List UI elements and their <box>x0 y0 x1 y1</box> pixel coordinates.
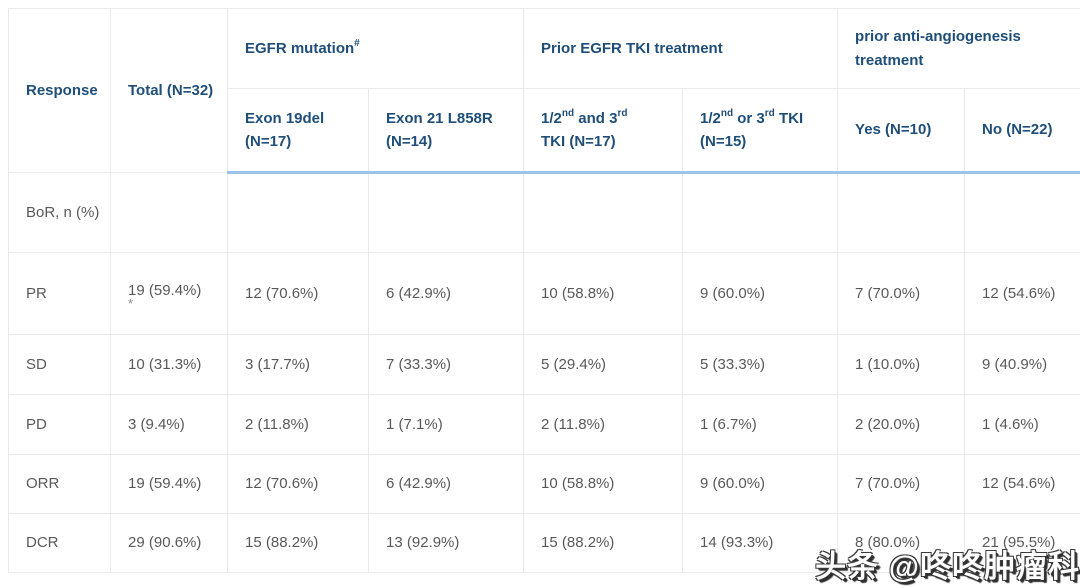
response-table: Response Total (N=32) EGFR mutation# Pri… <box>8 8 1080 573</box>
table-cell: 12 (70.6%) <box>227 252 369 335</box>
group-header-prior-tki: Prior EGFR TKI treatment <box>523 8 839 89</box>
column-header-response: Response <box>8 8 111 173</box>
row-label-pd: PD <box>8 394 111 455</box>
table-cell: 12 (70.6%) <box>227 454 369 514</box>
table-cell: 10 (58.8%) <box>523 252 684 335</box>
column-header-total: Total (N=32) <box>110 8 228 173</box>
table-cell: 2 (11.8%) <box>227 394 369 455</box>
pr-total-value: 19 (59.4%) <box>128 281 202 299</box>
table-cell: 5 (29.4%) <box>523 334 684 395</box>
table-cell: 2 (20.0%) <box>837 394 966 455</box>
column-header-yes: Yes (N=10) <box>837 88 966 174</box>
column-header-tki-and: 1/2nd and 3rd TKI (N=17) <box>523 88 684 174</box>
table-cell <box>964 172 1080 253</box>
table-row-pd: PD 3 (9.4%) 2 (11.8%) 1 (7.1%) 2 (11.8%)… <box>8 394 1080 455</box>
table-cell: 3 (17.7%) <box>227 334 369 395</box>
table-cell: 9 (60.0%) <box>682 454 839 514</box>
exon19-line1: Exon 19del <box>245 109 325 127</box>
table-row-sd: SD 10 (31.3%) 3 (17.7%) 7 (33.3%) 5 (29.… <box>8 334 1080 395</box>
table-cell: 6 (42.9%) <box>367 454 525 514</box>
table-cell <box>110 172 228 253</box>
group-header-egfr-label: EGFR mutation <box>245 39 355 57</box>
table-cell: 1 (7.1%) <box>367 394 525 455</box>
tki-or-sup-rd: rd <box>764 107 775 119</box>
header-group-row: Response Total (N=32) EGFR mutation# Pri… <box>8 8 1080 173</box>
table-cell: 1 (6.7%) <box>682 394 839 455</box>
table-row-bor: BoR, n (%) <box>8 172 1080 253</box>
table-row-pr: PR 19 (59.4%) * 12 (70.6%) 6 (42.9%) 10 (… <box>8 252 1080 335</box>
tki-and-line2: TKI (N=17) <box>541 133 616 150</box>
tki-or-sup-nd: nd <box>720 107 734 119</box>
tki-or-p2: or 3 <box>733 109 765 127</box>
table-cell <box>682 172 839 253</box>
table-cell: 6 (42.9%) <box>367 252 525 335</box>
tki-or-p1: 1/2 <box>700 109 721 127</box>
header-sub-row: Exon 19del (N=17) Exon 21 L858R (N=14) 1/2… <box>9 88 1080 174</box>
group-header-egfr-mutation: EGFR mutation# <box>226 8 525 89</box>
table-cell <box>227 172 369 253</box>
table-cell: 29 (90.6%) <box>110 513 228 573</box>
table-cell: 7 (70.0%) <box>837 252 966 335</box>
tki-or-line2: (N=15) <box>700 133 747 150</box>
column-header-exon21-l858r: Exon 21 L858R (N=14) <box>367 88 525 174</box>
table-cell <box>523 172 684 253</box>
table-cell: 3 (9.4%) <box>110 394 228 455</box>
column-header-exon19del: Exon 19del (N=17) <box>227 88 369 174</box>
row-label-dcr: DCR <box>8 513 111 573</box>
table-cell: 12 (54.6%) <box>964 454 1080 514</box>
table-cell: 15 (88.2%) <box>227 513 369 573</box>
table-cell <box>837 172 966 253</box>
table-cell: 10 (58.8%) <box>523 454 684 514</box>
table-cell: 7 (70.0%) <box>837 454 966 514</box>
tki-and-p2: and 3 <box>574 109 618 127</box>
row-label-bor: BoR, n (%) <box>8 172 111 253</box>
table-cell: 9 (60.0%) <box>682 252 839 335</box>
footnote-hash-marker: # <box>354 37 360 49</box>
exon19-line2: (N=17) <box>245 133 292 150</box>
table-cell: 5 (33.3%) <box>682 334 839 395</box>
tki-and-sup-rd: rd <box>617 107 628 119</box>
group-header-anti-angiogenesis: prior anti-angiogenesis treatment <box>837 8 1080 89</box>
row-label-pr: PR <box>8 252 111 335</box>
table-cell: 13 (92.9%) <box>367 513 525 573</box>
tki-and-p1: 1/2 <box>541 109 562 127</box>
table-cell: 12 (54.6%) <box>964 252 1080 335</box>
table-row-orr: ORR 19 (59.4%) 12 (70.6%) 6 (42.9%) 10 (… <box>8 454 1080 514</box>
table-cell: 10 (31.3%) <box>110 334 228 395</box>
table-cell: 1 (4.6%) <box>964 394 1080 455</box>
table-cell: 21 (95.5%) <box>964 513 1080 573</box>
column-header-tki-or: 1/2nd or 3rd TKI (N=15) <box>682 88 839 174</box>
table-cell: 9 (40.9%) <box>964 334 1080 395</box>
table-cell: 15 (88.2%) <box>523 513 684 573</box>
exon21-line1: Exon 21 L858R <box>386 109 493 127</box>
table-cell: 14 (93.3%) <box>682 513 839 573</box>
table-cell: 7 (33.3%) <box>367 334 525 395</box>
article-table-page: Response Total (N=32) EGFR mutation# Pri… <box>0 8 1080 588</box>
table-row-dcr: DCR 29 (90.6%) 15 (88.2%) 13 (92.9%) 15 … <box>8 513 1080 573</box>
row-label-orr: ORR <box>8 454 111 514</box>
table-cell: 1 (10.0%) <box>837 334 966 395</box>
table-cell: 8 (80.0%) <box>837 513 966 573</box>
asterisk-footnote-marker: * <box>128 296 134 312</box>
column-header-no: No (N=22) <box>964 88 1080 174</box>
table-cell-pr-total: 19 (59.4%) * <box>110 252 228 335</box>
tki-or-p3: TKI <box>774 109 804 127</box>
table-cell: 19 (59.4%) <box>110 454 228 514</box>
tki-and-sup-nd: nd <box>561 107 575 119</box>
table-cell <box>367 172 525 253</box>
table-cell: 2 (11.8%) <box>523 394 684 455</box>
exon21-line2: (N=14) <box>386 133 433 150</box>
row-label-sd: SD <box>8 334 111 395</box>
